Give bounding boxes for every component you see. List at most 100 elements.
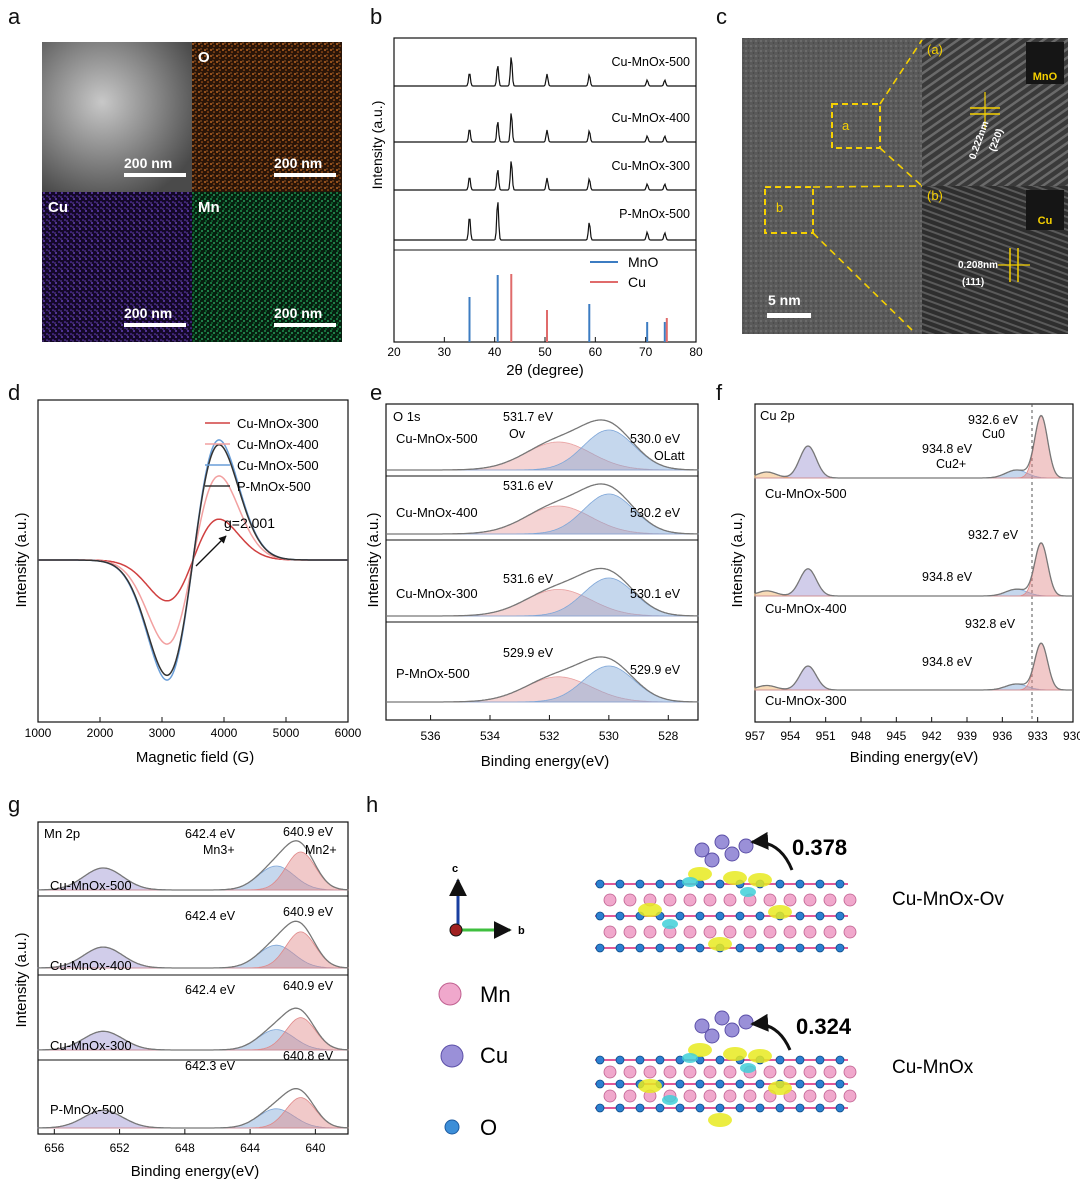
peak-label: 932.7 eV bbox=[968, 528, 1019, 542]
x-tick-label: 648 bbox=[175, 1141, 195, 1155]
charge-density bbox=[748, 873, 772, 887]
d-spacing-b: 0.208nm bbox=[958, 260, 998, 271]
cu-atom bbox=[714, 834, 730, 850]
o-atom bbox=[835, 879, 845, 889]
mn-atom bbox=[663, 893, 677, 907]
mn-atom bbox=[723, 1065, 737, 1079]
x-tick-label: 60 bbox=[589, 345, 603, 359]
o-atom bbox=[795, 1079, 805, 1089]
x-tick-label: 656 bbox=[44, 1141, 64, 1155]
xrd-trace bbox=[394, 113, 696, 143]
x-tick-label: 951 bbox=[816, 729, 836, 743]
zoom-box-a-label: a bbox=[842, 118, 850, 133]
axis-c: c bbox=[452, 863, 458, 875]
panel-c: MnO Cu a b (a) (b) 0.222nm (220) 0.208nm… bbox=[742, 38, 1068, 334]
peak-label: 640.9 eV bbox=[283, 905, 334, 919]
x-tick-label: 1000 bbox=[25, 726, 52, 740]
cu2p-xlabel: Binding energy(eV) bbox=[850, 749, 978, 766]
peak-label: 932.6 eV bbox=[968, 413, 1019, 427]
fft-mno bbox=[1026, 42, 1064, 84]
x-tick-label: 532 bbox=[539, 729, 559, 743]
o-atom bbox=[795, 879, 805, 889]
xrd-trace bbox=[394, 202, 696, 241]
xrd-traces bbox=[394, 57, 696, 241]
x-tick-label: 644 bbox=[240, 1141, 260, 1155]
envelope bbox=[386, 656, 698, 703]
o-atom bbox=[815, 1103, 825, 1113]
panel-d: Cu-MnOx-300 Cu-MnOx-400 Cu-MnOx-500 P-Mn… bbox=[13, 399, 362, 766]
o-atom bbox=[595, 1103, 605, 1113]
o-atom bbox=[595, 1079, 605, 1089]
x-tick-label: 70 bbox=[639, 345, 653, 359]
legend-item: Cu-MnOx-300 bbox=[237, 416, 319, 431]
charge-depletion bbox=[662, 919, 678, 929]
x-tick-label: 954 bbox=[780, 729, 800, 743]
sample-label: Cu-MnOx-500 bbox=[396, 431, 478, 446]
o-atom bbox=[595, 879, 605, 889]
o-atom bbox=[635, 879, 645, 889]
o-atom bbox=[795, 1055, 805, 1065]
scale-label: 200 nm bbox=[124, 305, 172, 321]
mn-atom bbox=[843, 925, 857, 939]
panel-letter-f: f bbox=[716, 380, 723, 405]
envelope bbox=[386, 567, 698, 617]
g-value: g=2.001 bbox=[224, 515, 275, 531]
panel-letter-c: c bbox=[716, 4, 727, 29]
cu2p-title: Cu 2p bbox=[760, 408, 795, 423]
mn-atom bbox=[703, 925, 717, 939]
structure-label-top: Cu-MnOx-Ov bbox=[892, 889, 1004, 910]
o-atom bbox=[595, 911, 605, 921]
mn-atom bbox=[683, 1065, 697, 1079]
mn-atom bbox=[683, 1089, 697, 1103]
envelope bbox=[754, 542, 1073, 597]
mn-atom bbox=[623, 893, 637, 907]
epr-legend: Cu-MnOx-300 Cu-MnOx-400 Cu-MnOx-500 P-Mn… bbox=[205, 416, 319, 494]
x-tick-label: 80 bbox=[689, 345, 703, 359]
peak-label: 934.8 eV bbox=[922, 570, 973, 584]
legend-item: Cu-MnOx-400 bbox=[237, 437, 319, 452]
panel-f: Cu 2p Cu-MnOx-500 Cu-MnOx-400 Cu-MnOx-30… bbox=[729, 403, 1080, 766]
x-tick-label: 939 bbox=[957, 729, 977, 743]
x-tick-label: 530 bbox=[599, 729, 619, 743]
o1s-ylabel: Intensity (a.u.) bbox=[365, 512, 382, 607]
cu2p-ylabel: Intensity (a.u.) bbox=[729, 512, 746, 607]
o-atom bbox=[635, 1055, 645, 1065]
panel-letter-b: b bbox=[370, 4, 383, 29]
mn-atom bbox=[623, 1089, 637, 1103]
epr-ylabel: Intensity (a.u.) bbox=[13, 512, 30, 607]
plot-frame bbox=[385, 403, 699, 721]
o-atom bbox=[675, 1103, 685, 1113]
o-atom bbox=[595, 1055, 605, 1065]
mn2p-ylabel: Intensity (a.u.) bbox=[13, 932, 30, 1027]
charge-density bbox=[708, 1113, 732, 1127]
envelope bbox=[386, 419, 698, 471]
scale-label: 200 nm bbox=[274, 155, 322, 171]
cu-map-tile bbox=[42, 192, 192, 342]
charge-depletion bbox=[682, 877, 698, 887]
peak-label: 530.0 eV bbox=[630, 432, 681, 446]
o-atom bbox=[835, 1103, 845, 1113]
o-atom bbox=[655, 1103, 665, 1113]
x-tick-label: 933 bbox=[1028, 729, 1048, 743]
o-atom bbox=[615, 1079, 625, 1089]
x-tick-label: 536 bbox=[421, 729, 441, 743]
o-atom bbox=[775, 1103, 785, 1113]
o-atom bbox=[815, 1055, 825, 1065]
mn-atom bbox=[843, 1065, 857, 1079]
epr-xlabel: Magnetic field (G) bbox=[136, 749, 254, 766]
mn-atom bbox=[783, 1065, 797, 1079]
o-atom bbox=[615, 879, 625, 889]
envelope bbox=[386, 483, 698, 535]
mn-atom bbox=[803, 1089, 817, 1103]
mn2-label: Mn2+ bbox=[305, 843, 337, 857]
panel-letter-a: a bbox=[8, 4, 21, 29]
o1s-title: O 1s bbox=[393, 409, 421, 424]
mn-atom bbox=[643, 1065, 657, 1079]
o-atom bbox=[675, 943, 685, 953]
mn-atom bbox=[783, 925, 797, 939]
o-atom bbox=[715, 879, 725, 889]
o-atom bbox=[655, 879, 665, 889]
o-atom bbox=[695, 1079, 705, 1089]
mn2p-traces bbox=[37, 840, 349, 1129]
peak-label: 642.3 eV bbox=[185, 1059, 236, 1073]
